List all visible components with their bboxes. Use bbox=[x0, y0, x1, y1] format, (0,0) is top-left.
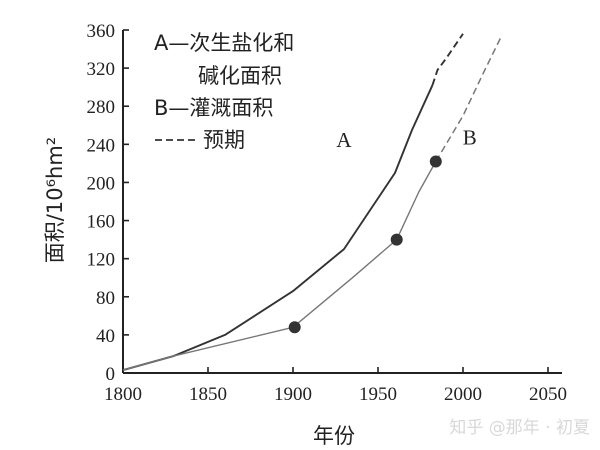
series-b-line bbox=[122, 161, 437, 371]
series-layer bbox=[122, 33, 503, 372]
y-tick-label: 160 bbox=[87, 212, 116, 233]
y-tick-label: 240 bbox=[87, 135, 116, 156]
y-tick-label: 120 bbox=[87, 250, 116, 271]
series-b-marker bbox=[429, 155, 442, 168]
watermark-text: 知乎 @那年 · 初夏 bbox=[449, 418, 590, 438]
series-label-a: A bbox=[336, 128, 352, 152]
x-tick-label: 1800 bbox=[104, 384, 142, 405]
y-tick-label: 200 bbox=[87, 173, 116, 194]
x-tick-label: 1950 bbox=[359, 384, 397, 405]
y-tick-label: 40 bbox=[96, 326, 115, 347]
y-tick-label: 320 bbox=[87, 59, 116, 80]
x-tick-label: 2000 bbox=[444, 384, 482, 405]
y-tick-label: 0 bbox=[106, 364, 116, 385]
series-a-forecast-line bbox=[431, 33, 464, 86]
series-b-marker bbox=[288, 321, 301, 334]
legend: A—次生盐化和 碱化面积 B—灌溉面积 预期 bbox=[154, 31, 294, 152]
y-tick-label: 80 bbox=[96, 288, 115, 309]
series-label-b: B bbox=[463, 125, 477, 149]
axes bbox=[122, 30, 562, 374]
series-b-forecast-line bbox=[435, 34, 503, 162]
legend-entry-a-line1: A—次生盐化和 bbox=[154, 31, 294, 55]
y-axis-title: 面积/10⁶hm² bbox=[43, 137, 67, 263]
axis-ticks: 0 40 80 120 160 200 240 280 320 360 1800 1850 1900 19… bbox=[87, 21, 568, 405]
x-tick-label: 2050 bbox=[529, 384, 567, 405]
legend-entry-a-line2: 碱化面积 bbox=[198, 64, 282, 88]
x-tick-label: 1850 bbox=[189, 384, 227, 405]
y-tick-label: 360 bbox=[87, 21, 116, 42]
legend-entry-b: B—灌溉面积 bbox=[154, 96, 273, 120]
series-a-line bbox=[122, 84, 434, 372]
x-axis-title: 年份 bbox=[313, 424, 355, 448]
y-tick-label: 280 bbox=[87, 97, 116, 118]
series-b-marker bbox=[390, 233, 403, 246]
x-tick-label: 1900 bbox=[274, 384, 312, 405]
legend-entry-forecast: 预期 bbox=[203, 128, 245, 152]
